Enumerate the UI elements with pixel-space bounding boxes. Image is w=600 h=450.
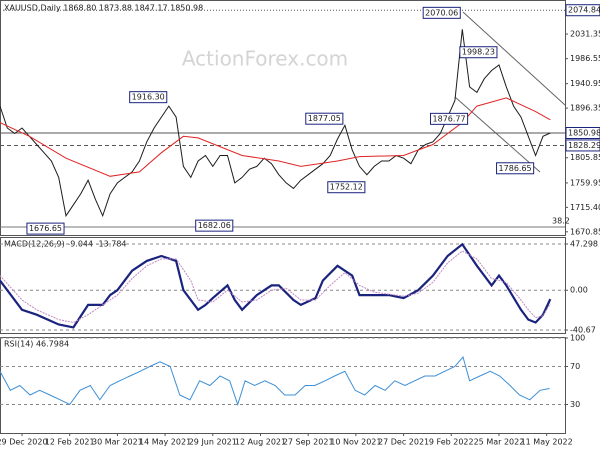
annotation-label: 1682.06 [198,221,231,230]
annotation-box [26,222,65,235]
level-box [565,4,600,17]
annotation-label: 1877.05 [308,114,341,123]
y-tick-label: 0.00 [570,286,588,295]
price-panel-frame [0,0,566,236]
annotation-label: 1916.30 [132,93,165,102]
annotation-box [422,6,461,19]
y-tick-label: 1986.55 [570,54,600,63]
x-tick-label: 14 May 2021 [139,438,191,447]
channel-upper [462,11,566,106]
price-title: XAUUSD,Daily 1868.80 1873.88 1847.17 185… [4,4,203,13]
y-tick-label: 1805.85 [570,153,600,162]
level-label: 1850.98 [568,128,600,137]
y-tick-label: 70 [570,362,580,371]
series-line [0,355,550,407]
annotation-box [430,112,469,125]
annotation-label: 1876.77 [433,114,466,123]
y-tick-label: 1940.95 [570,79,600,88]
y-tick-label: 2031.35 [570,30,600,39]
y-tick-label: 1759.95 [570,178,600,187]
x-tick-label: 29 Dec 2020 [0,438,48,447]
annotation-label: 2070.06 [425,8,458,17]
y-tick-label: 1715.40 [570,203,600,212]
annotation-label: 1786.65 [499,164,532,173]
annotation-label: 1676.65 [29,224,62,233]
level-label: 1828.29 [568,141,600,150]
x-tick-label: 27 Sep 2021 [283,438,334,447]
x-tick-label: 25 Mar 2022 [474,438,525,447]
level-box [565,126,600,139]
x-tick-label: 9 Feb 2022 [429,438,474,447]
x-tick-label: 12 Aug 2021 [235,438,286,447]
annotation-box [496,162,535,175]
x-tick-label: 11 May 2022 [521,438,573,447]
annotation-label: 1752.12 [330,183,363,192]
annotation-box [459,46,498,59]
annotation-box [195,219,234,232]
series-line [0,97,551,177]
rsi-title: RSI(14) 46.7984 [4,340,69,349]
series-line [0,29,551,218]
rsi-panel-frame [0,337,566,434]
x-tick-label: 27 Dec 2021 [378,438,429,447]
x-tick-label: 30 Mar 2021 [92,438,143,447]
y-tick-label: 1896.35 [570,104,600,113]
y-tick-label: 1670.85 [570,227,600,236]
level-box [565,139,600,152]
annotation-box [305,112,344,125]
x-tick-label: 29 Jun 2021 [189,438,237,447]
fib-label: 38.2 [552,217,570,226]
level-label: 2074.84 [568,6,600,15]
x-tick-label: 10 Nov 2021 [330,438,381,447]
channel-lower [454,96,541,173]
annotation-label: 1998.23 [462,48,495,57]
y-tick-label: -40.67 [570,326,596,335]
series-line [0,242,552,329]
watermark: ActionForex.com [182,47,348,71]
macd-panel-frame [0,237,566,334]
macd-title: MACD(12,26,9) -9.044 -13.784 [4,240,127,249]
y-tick-label: 100 [570,334,585,343]
x-tick-label: 12 Feb 2021 [45,438,95,447]
y-tick-label: 47.298 [570,239,598,248]
annotation-box [327,181,366,194]
y-tick-label: 30 [570,400,580,409]
series-line [0,250,551,324]
annotation-box [129,91,168,104]
